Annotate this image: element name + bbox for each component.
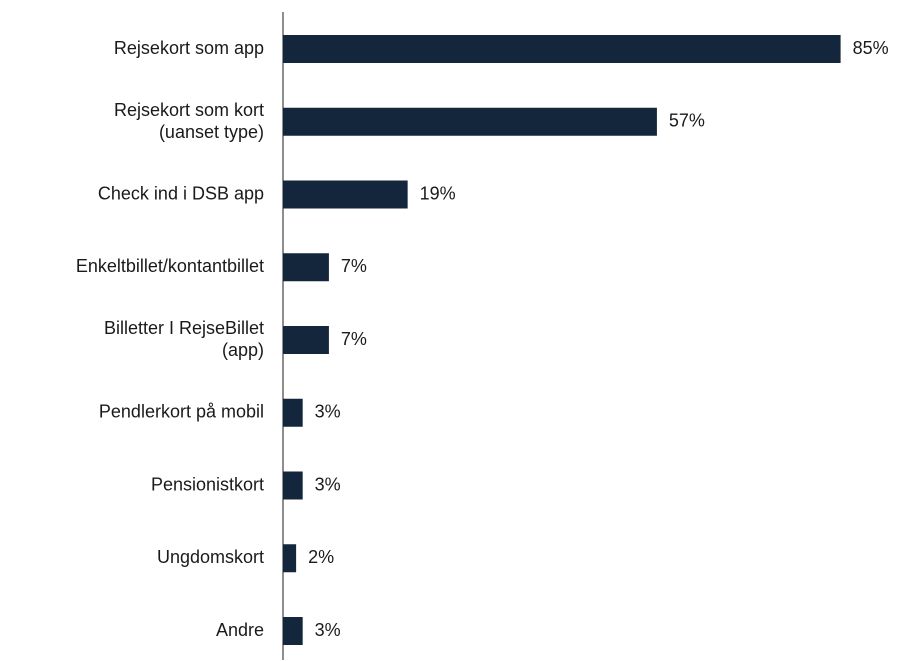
- category-label: Enkeltbillet/kontantbillet: [76, 256, 264, 276]
- bar: [283, 617, 303, 645]
- value-label: 19%: [420, 183, 456, 203]
- category-label: Billetter I RejseBillet (app): [104, 318, 264, 360]
- bar: [283, 326, 329, 354]
- bar: [283, 107, 657, 136]
- bar: [283, 471, 303, 500]
- value-label: 7%: [341, 256, 367, 276]
- category-label: Pendlerkort på mobil: [99, 402, 264, 422]
- category-label: Pensionistkort: [151, 474, 264, 494]
- value-label: 85%: [853, 38, 889, 58]
- value-label: 3%: [315, 474, 341, 494]
- bar: [283, 544, 297, 573]
- category-label: Rejsekort som kort (uanset type): [114, 100, 264, 142]
- value-label: 2%: [308, 547, 334, 567]
- bar: [283, 398, 303, 427]
- category-label: Rejsekort som app: [114, 38, 264, 58]
- value-label: 7%: [341, 329, 367, 349]
- bar: [283, 253, 329, 282]
- value-label: 57%: [669, 111, 705, 131]
- category-label: Andre: [216, 620, 264, 640]
- value-label: 3%: [315, 402, 341, 422]
- category-label: Ungdomskort: [157, 547, 264, 567]
- category-label: Check ind i DSB app: [98, 183, 264, 203]
- value-label: 3%: [315, 620, 341, 640]
- bar: [283, 180, 408, 209]
- bar: [283, 35, 841, 63]
